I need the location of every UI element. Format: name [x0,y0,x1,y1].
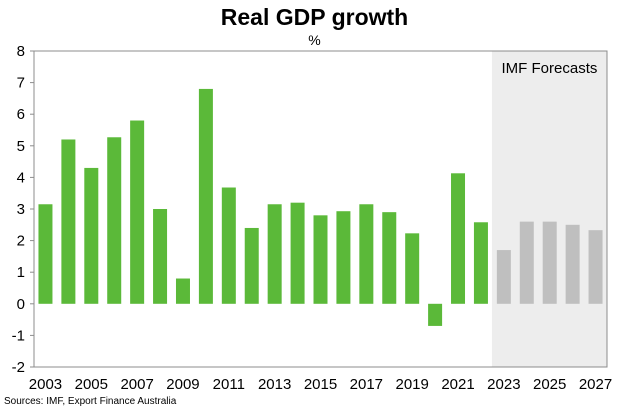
y-tick-label: 5 [17,138,25,155]
y-unit-label: % [308,32,321,48]
x-tick-label: 2003 [29,376,62,393]
bar-2013 [267,204,282,304]
y-tick-label: 0 [17,296,25,313]
y-tick-label: 7 [17,75,25,92]
bar-2003 [38,204,53,304]
bar-2023 [496,250,511,304]
bar-2024 [519,221,534,304]
x-tick-label: 2027 [579,376,612,393]
y-tick-label: -2 [12,359,25,376]
y-tick-label: 3 [17,201,25,218]
y-tick-label: 8 [17,43,25,60]
bar-2019 [405,233,420,304]
bar-2010 [198,88,213,304]
x-tick-label: 2025 [533,376,566,393]
bar-2011 [221,187,236,304]
bar-2015 [313,215,328,304]
bar-2005 [84,167,99,304]
bar-2021 [451,173,466,304]
bar-2027 [588,230,603,304]
x-tick-label: 2013 [258,376,291,393]
y-axis: -2 -1 0 1 2 3 4 5 6 7 8 [12,43,34,376]
bar-2017 [359,204,374,304]
x-tick-label: 2005 [75,376,108,393]
y-tick-label: -1 [12,327,25,344]
y-tick-label: 6 [17,106,25,123]
bar-2012 [244,227,259,304]
source-note: Sources: IMF, Export Finance Australia [4,396,177,407]
bar-2026 [565,224,580,304]
bar-2009 [175,278,190,304]
x-tick-label: 2021 [441,376,474,393]
y-tick-label: 4 [17,169,25,186]
x-tick-label: 2007 [120,376,153,393]
x-tick-label: 2009 [166,376,199,393]
y-tick-label: 2 [17,233,25,250]
plot-frame [33,50,608,368]
bar-2004 [61,139,76,304]
chart-title: Real GDP growth [220,4,409,30]
bar-2018 [382,212,397,304]
bar-2025 [542,221,557,304]
x-axis: 2003 2005 2007 2009 2011 2013 2015 2017 2019 2021… [29,376,612,393]
bars-group [38,88,603,326]
bar-2016 [336,211,351,304]
x-tick-label: 2011 [213,376,245,393]
x-tick-label: 2017 [350,376,383,393]
bar-2022 [473,222,488,304]
forecast-label: IMF Forecasts [502,60,598,77]
bar-2006 [107,137,122,304]
bar-2014 [290,202,305,304]
y-tick-label: 1 [17,264,25,281]
forecast-region [491,51,607,367]
bar-2007 [130,120,145,304]
bar-2008 [153,209,168,304]
x-tick-label: 2019 [395,376,428,393]
bar-2020 [428,303,443,326]
x-tick-label: 2015 [304,376,337,393]
x-tick-label: 2023 [487,376,520,393]
